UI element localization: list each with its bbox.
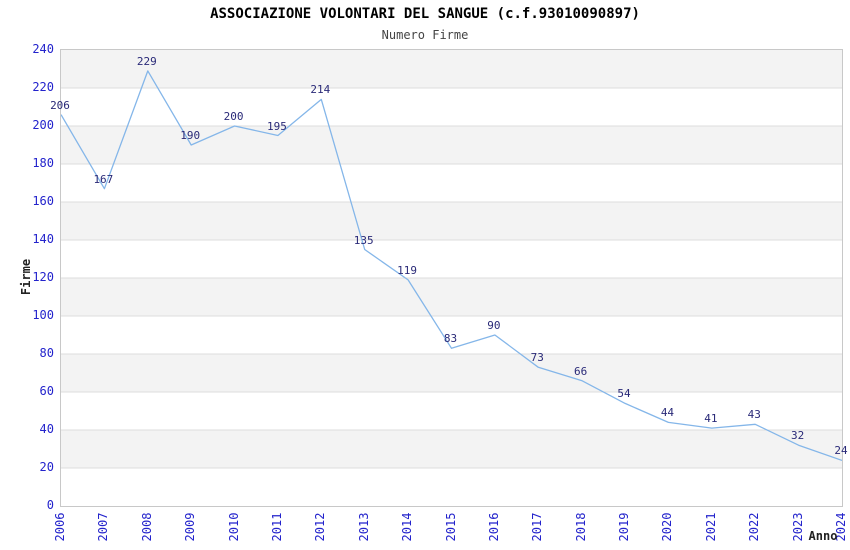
x-axis-title: Anno <box>808 529 838 543</box>
x-tick-label-2023: 2023 <box>790 512 805 542</box>
x-tick-label-2009: 2009 <box>183 512 198 542</box>
data-line <box>61 70 842 462</box>
background-band <box>61 202 842 240</box>
y-tick-label-40: 40 <box>39 422 54 436</box>
y-tick-label-180: 180 <box>32 156 54 170</box>
x-tick-label-2016: 2016 <box>486 512 501 542</box>
y-tick-label-120: 120 <box>32 270 54 284</box>
x-tick-label-2017: 2017 <box>530 512 545 542</box>
y-tick-label-220: 220 <box>32 80 54 94</box>
y-tick-label-200: 200 <box>32 118 54 132</box>
y-tick-label-80: 80 <box>39 346 54 360</box>
plot-area <box>60 49 843 507</box>
line-chart-svg <box>61 50 842 469</box>
x-tick-label-2020: 2020 <box>660 512 675 542</box>
y-tick-label-160: 160 <box>32 194 54 208</box>
x-tick-label-2012: 2012 <box>313 512 328 542</box>
x-tick-label-2008: 2008 <box>139 512 154 542</box>
x-tick-label-2013: 2013 <box>356 512 371 542</box>
x-tick-label-2006: 2006 <box>53 512 67 542</box>
y-tick-label-100: 100 <box>32 308 54 322</box>
background-band <box>61 278 842 316</box>
x-tick-label-2018: 2018 <box>573 512 588 542</box>
chart-subtitle: Numero Firme <box>381 28 469 42</box>
x-tick-label-2010: 2010 <box>226 512 241 542</box>
y-axis-title: Firme <box>19 258 33 296</box>
y-tick-label-60: 60 <box>39 384 54 398</box>
chart-title: ASSOCIAZIONE VOLONTARI DEL SANGUE (c.f.9… <box>210 6 640 22</box>
y-tick-label-20: 20 <box>39 460 54 474</box>
x-tick-label-2014: 2014 <box>400 512 415 542</box>
x-tick-label-2021: 2021 <box>703 512 718 542</box>
y-tick-label-240: 240 <box>32 42 54 56</box>
background-band <box>61 354 842 392</box>
background-band <box>61 126 842 164</box>
x-tick-label-2015: 2015 <box>443 512 458 542</box>
x-tick-label-2022: 2022 <box>747 512 762 542</box>
x-tick-label-2007: 2007 <box>96 512 111 542</box>
x-tick-label-2011: 2011 <box>269 512 284 542</box>
y-tick-label-140: 140 <box>32 232 54 246</box>
background-band <box>61 50 842 88</box>
background-band <box>61 430 842 468</box>
x-tick-label-2019: 2019 <box>617 512 632 542</box>
y-tick-label-0: 0 <box>46 498 54 512</box>
